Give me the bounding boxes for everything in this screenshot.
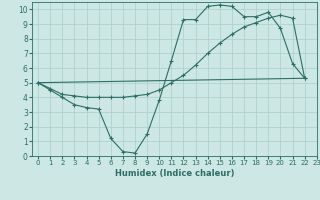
X-axis label: Humidex (Indice chaleur): Humidex (Indice chaleur) [115, 169, 234, 178]
